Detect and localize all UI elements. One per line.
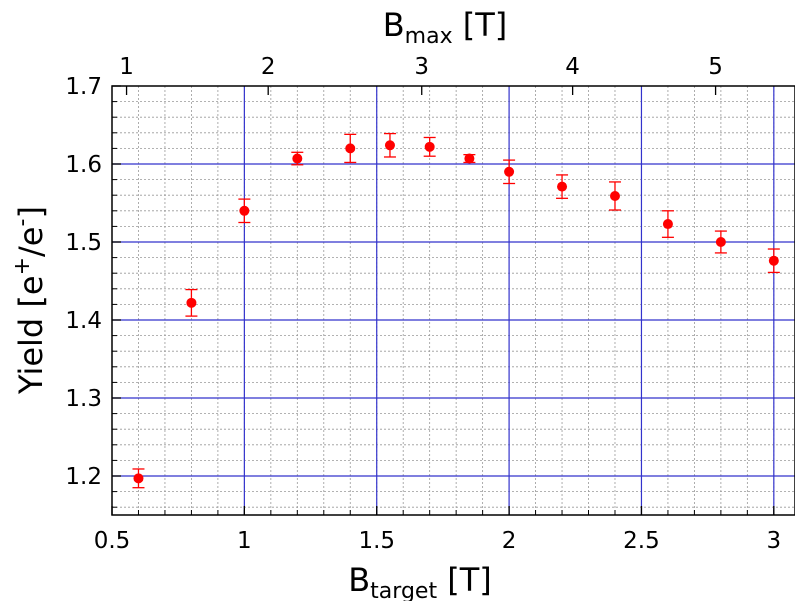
top-tick-label: 2 xyxy=(261,54,276,80)
x-tick-label: 1 xyxy=(237,528,252,554)
y-tick-label: 1.4 xyxy=(65,308,102,334)
data-point xyxy=(662,219,673,230)
top-axis-title: Bmax [T] xyxy=(383,6,508,49)
top-tick-label: 1 xyxy=(119,54,134,80)
y-tick-label: 1.6 xyxy=(65,152,102,178)
y-tick-label: 1.3 xyxy=(65,386,102,412)
data-point xyxy=(557,181,568,192)
data-point xyxy=(715,237,726,247)
x-tick-label: 0.5 xyxy=(94,528,131,554)
plot-frame xyxy=(111,85,795,516)
y-tick-label: 1.7 xyxy=(65,74,102,100)
data-point xyxy=(464,153,475,164)
y-tick-label: 1.5 xyxy=(65,230,102,256)
top-tick-label: 3 xyxy=(414,54,429,80)
data-point xyxy=(292,153,303,164)
x-tick-label: 3 xyxy=(767,528,782,554)
major-grid xyxy=(112,86,795,515)
minor-grid xyxy=(111,85,795,515)
y-axis-title: Yield [e+/e-] xyxy=(10,206,50,395)
x-tick-label: 1.5 xyxy=(358,528,395,554)
data-point xyxy=(133,473,144,484)
data-point xyxy=(384,140,395,151)
data-points xyxy=(132,132,780,489)
data-point xyxy=(768,255,779,266)
x-tick-label: 2.5 xyxy=(623,528,660,554)
x-axis-title: Btarget [T] xyxy=(348,561,492,601)
x-tick-label: 2 xyxy=(502,528,517,554)
data-point xyxy=(609,190,620,201)
data-point xyxy=(345,143,356,154)
y-tick-label: 1.2 xyxy=(65,464,102,490)
data-point xyxy=(424,141,435,152)
ticks: 0.5 1 1.5 2 2.5 3 1.2 1.3 1.4 1.5 1.6 1.7 1 2 3 4 5 xyxy=(65,54,781,554)
data-point xyxy=(186,297,197,308)
data-point xyxy=(239,205,250,216)
data-point xyxy=(504,166,515,177)
top-tick-label: 4 xyxy=(565,54,580,80)
top-tick-label: 5 xyxy=(708,54,723,80)
